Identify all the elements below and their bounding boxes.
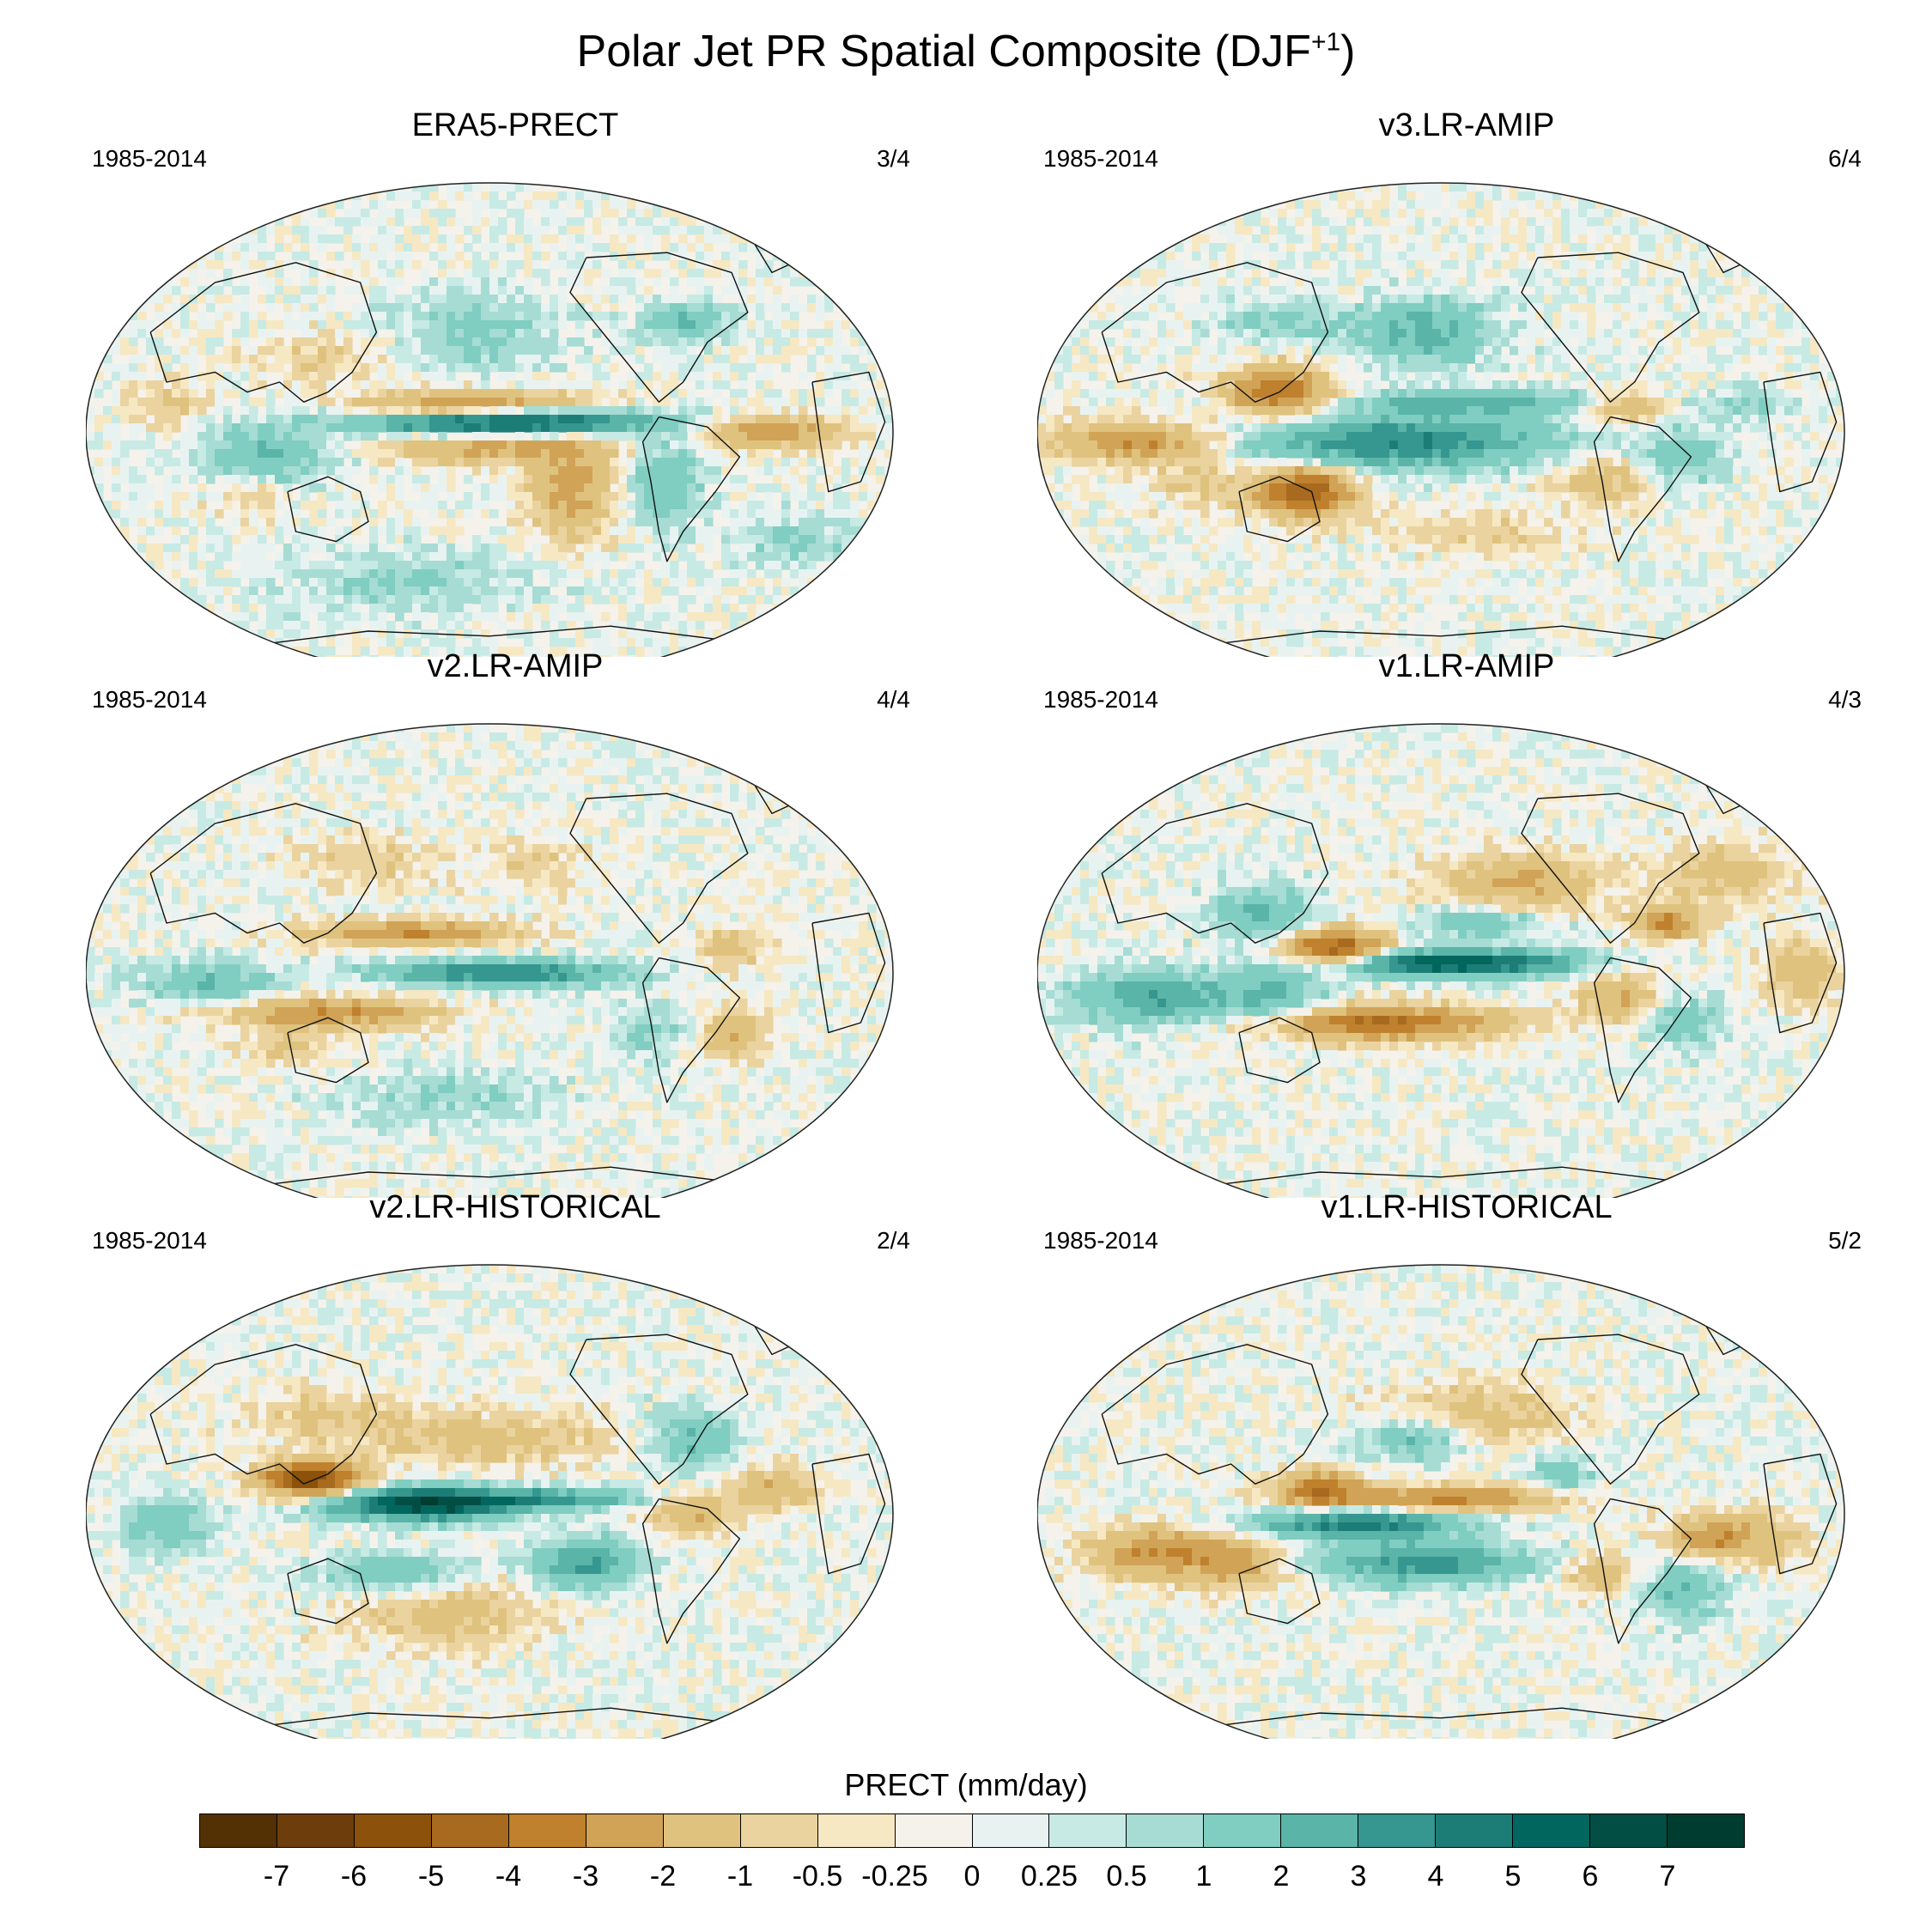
colorbar-tick-label: 6 <box>1539 1860 1642 1893</box>
colorbar-swatch <box>431 1814 509 1847</box>
panel-ratio: 4/3 <box>1793 686 1862 714</box>
colorbar-swatch <box>972 1814 1050 1847</box>
colorbar-tick-label: -2 <box>611 1860 714 1893</box>
colorbar-tick-label: 5 <box>1461 1860 1564 1893</box>
map-panel-v1-amip: v1.LR-AMIP 1985-2014 4/3 <box>1037 648 1896 1198</box>
map-panel-era5: ERA5-PRECT 1985-2014 3/4 <box>86 107 945 657</box>
colorbar-tick-label: -0.5 <box>766 1860 869 1893</box>
colorbar-tick-label: -0.25 <box>843 1860 946 1893</box>
colorbar-swatch <box>1281 1814 1359 1847</box>
map-globe <box>86 723 894 1198</box>
panel-period: 1985-2014 <box>92 686 207 714</box>
colorbar-tick-label: -4 <box>457 1860 560 1893</box>
colorbar-swatch <box>1590 1814 1668 1847</box>
panel-ratio: 5/2 <box>1793 1227 1862 1255</box>
colorbar-swatch <box>1358 1814 1437 1847</box>
panel-ratio: 2/4 <box>841 1227 910 1255</box>
colorbar-tick-label: 4 <box>1384 1860 1487 1893</box>
map-panel-v2-historical: v2.LR-HISTORICAL 1985-2014 2/4 <box>86 1189 945 1739</box>
colorbar-tick-label: 3 <box>1307 1860 1410 1893</box>
colorbar-tick-label: 2 <box>1230 1860 1333 1893</box>
panel-period: 1985-2014 <box>92 145 207 173</box>
colorbar-title: PRECT (mm/day) <box>0 1767 1932 1803</box>
panel-title: v1.LR-HISTORICAL <box>1037 1189 1896 1226</box>
precip-anomaly-field <box>86 1265 893 1739</box>
colorbar-swatch <box>508 1814 586 1847</box>
colorbar-tick-label: 7 <box>1616 1860 1719 1893</box>
panel-title: v3.LR-AMIP <box>1037 107 1896 144</box>
panel-period: 1985-2014 <box>1043 686 1158 714</box>
map-globe <box>86 182 894 657</box>
coastlines <box>1101 1309 1838 1729</box>
panel-title: ERA5-PRECT <box>86 107 945 144</box>
colorbar <box>199 1814 1745 1848</box>
coastlines <box>1101 227 1838 647</box>
colorbar-swatch <box>1127 1814 1205 1847</box>
colorbar-swatch <box>895 1814 973 1847</box>
colorbar-swatch <box>740 1814 818 1847</box>
colorbar-tick-label: 0 <box>920 1860 1024 1893</box>
map-panel-v1-historical: v1.LR-HISTORICAL 1985-2014 5/2 <box>1037 1189 1896 1739</box>
colorbar-tick-label: 0.5 <box>1075 1860 1178 1893</box>
coastlines <box>1101 768 1838 1188</box>
map-panel-v3-amip: v3.LR-AMIP 1985-2014 6/4 <box>1037 107 1896 657</box>
colorbar-swatch <box>586 1814 664 1847</box>
colorbar-swatch <box>276 1814 355 1847</box>
panel-title: v2.LR-AMIP <box>86 648 945 685</box>
coastlines <box>149 1309 886 1729</box>
colorbar-swatch <box>817 1814 896 1847</box>
colorbar-tick-label: -5 <box>380 1860 483 1893</box>
colorbar-swatch <box>663 1814 741 1847</box>
coastlines <box>149 227 886 647</box>
panel-period: 1985-2014 <box>1043 145 1158 173</box>
map-globe <box>86 1264 894 1739</box>
colorbar-tick-label: 0.25 <box>998 1860 1101 1893</box>
figure-title: Polar Jet PR Spatial Composite (DJF+1) <box>0 26 1932 77</box>
map-globe <box>1037 1264 1845 1739</box>
colorbar-swatch <box>200 1814 277 1847</box>
colorbar-tick-label: 1 <box>1152 1860 1255 1893</box>
panel-title: v1.LR-AMIP <box>1037 648 1896 685</box>
colorbar-tick-label: -6 <box>302 1860 405 1893</box>
colorbar-tick-label: -1 <box>689 1860 792 1893</box>
colorbar-swatch <box>1436 1814 1514 1847</box>
colorbar-tick-label: -3 <box>534 1860 637 1893</box>
colorbar-tick-label: -7 <box>225 1860 328 1893</box>
panel-period: 1985-2014 <box>1043 1227 1158 1255</box>
precip-anomaly-field <box>1037 724 1844 1198</box>
colorbar-swatch <box>1049 1814 1127 1847</box>
map-globe <box>1037 182 1845 657</box>
colorbar-swatch <box>1204 1814 1282 1847</box>
map-panel-v2-amip: v2.LR-AMIP 1985-2014 4/4 <box>86 648 945 1198</box>
panel-ratio: 4/4 <box>841 686 910 714</box>
colorbar-swatch <box>354 1814 432 1847</box>
panel-ratio: 6/4 <box>1793 145 1862 173</box>
panel-title: v2.LR-HISTORICAL <box>86 1189 945 1226</box>
colorbar-tick-labels: -7 -6 -5 -4 -3 -2 -1 -0.5 -0.25 0 0.25 0.5 1 2 3 4 5 6 7 <box>0 1860 1932 1898</box>
map-globe <box>1037 723 1845 1198</box>
colorbar-swatch <box>1513 1814 1591 1847</box>
panel-period: 1985-2014 <box>92 1227 207 1255</box>
colorbar-swatch <box>1668 1814 1745 1847</box>
panel-ratio: 3/4 <box>841 145 910 173</box>
